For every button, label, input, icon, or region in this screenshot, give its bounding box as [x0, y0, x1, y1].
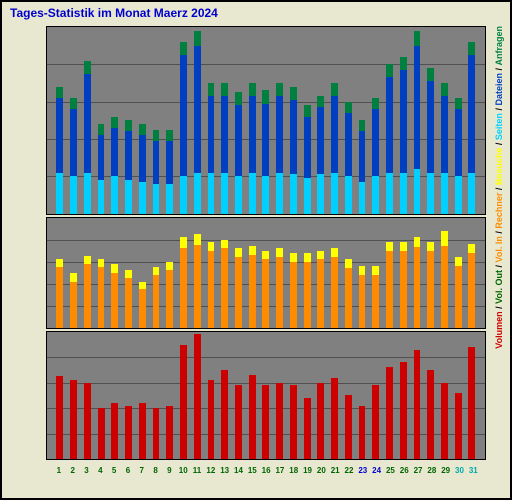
- x-label-21: 21: [328, 466, 342, 475]
- x-label-24: 24: [370, 466, 384, 475]
- x-label-5: 5: [107, 466, 121, 475]
- x-label-4: 4: [93, 466, 107, 475]
- panel-mid: 964: [46, 217, 486, 329]
- x-label-31: 31: [466, 466, 480, 475]
- x-label-16: 16: [259, 466, 273, 475]
- x-label-26: 26: [397, 466, 411, 475]
- x-label-2: 2: [66, 466, 80, 475]
- vertical-legend: Volumen / Vol. Out / Vol. In / Rechner /…: [492, 26, 506, 460]
- x-label-6: 6: [121, 466, 135, 475]
- x-label-28: 28: [425, 466, 439, 475]
- x-label-11: 11: [190, 466, 204, 475]
- x-label-20: 20: [314, 466, 328, 475]
- x-label-10: 10: [176, 466, 190, 475]
- x-label-13: 13: [218, 466, 232, 475]
- panel-bot: 205.69 MB: [46, 331, 486, 460]
- legend-text: Volumen / Vol. Out / Vol. In / Rechner /…: [492, 26, 506, 349]
- x-label-3: 3: [80, 466, 94, 475]
- x-labels: 1234567891011121314151617181920212223242…: [52, 466, 480, 475]
- x-label-23: 23: [356, 466, 370, 475]
- x-label-14: 14: [232, 466, 246, 475]
- x-label-1: 1: [52, 466, 66, 475]
- x-label-15: 15: [245, 466, 259, 475]
- x-axis: 1234567891011121314151617181920212223242…: [46, 466, 486, 494]
- x-label-22: 22: [342, 466, 356, 475]
- panels-container: 13188964205.69 MB: [46, 26, 486, 460]
- x-label-8: 8: [149, 466, 163, 475]
- x-label-29: 29: [439, 466, 453, 475]
- x-label-25: 25: [384, 466, 398, 475]
- x-label-27: 27: [411, 466, 425, 475]
- chart-frame: Tages-Statistik im Monat Maerz 2024 1318…: [0, 0, 512, 500]
- panel-top: 13188: [46, 26, 486, 215]
- x-label-30: 30: [453, 466, 467, 475]
- x-label-19: 19: [301, 466, 315, 475]
- x-label-18: 18: [287, 466, 301, 475]
- x-label-7: 7: [135, 466, 149, 475]
- x-label-9: 9: [163, 466, 177, 475]
- chart-title: Tages-Statistik im Monat Maerz 2024: [10, 6, 218, 20]
- x-label-17: 17: [273, 466, 287, 475]
- x-label-12: 12: [204, 466, 218, 475]
